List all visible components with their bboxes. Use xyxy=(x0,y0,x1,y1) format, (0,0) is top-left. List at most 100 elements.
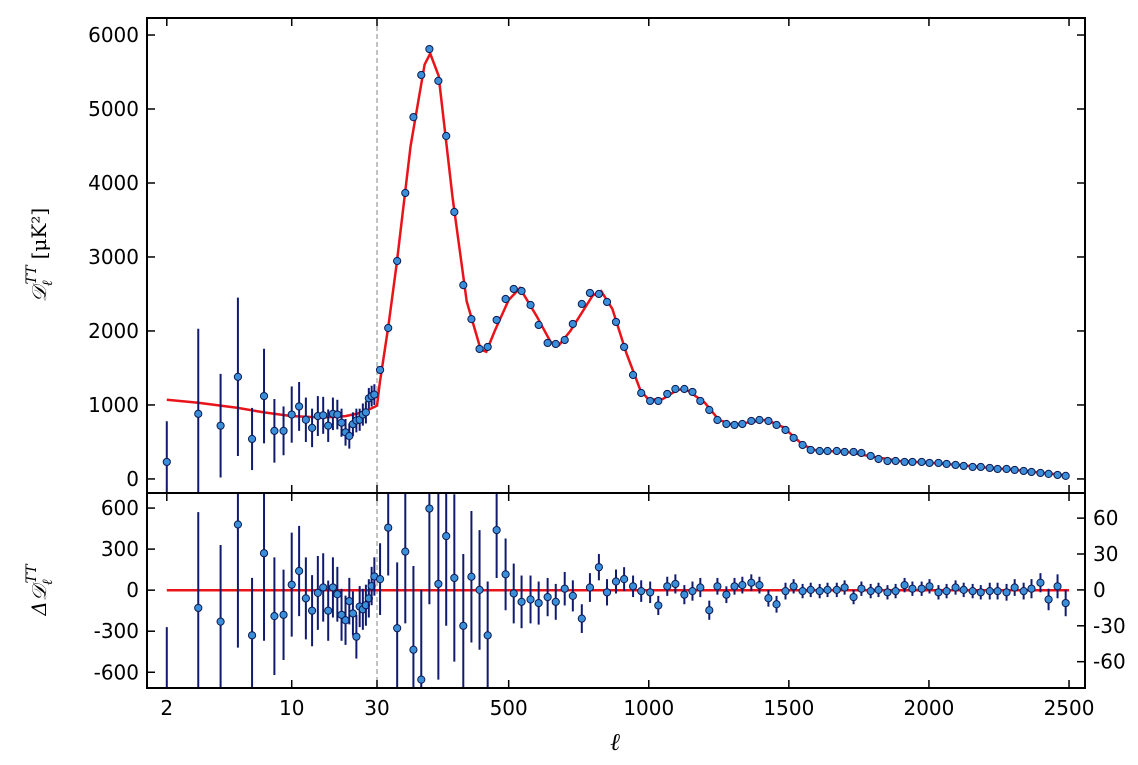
data-point xyxy=(900,581,909,590)
data-point xyxy=(517,597,526,606)
data-point xyxy=(602,297,612,307)
data-point xyxy=(313,588,322,597)
data-point xyxy=(730,420,739,430)
data-point xyxy=(560,335,569,345)
x-tick-label: 1000 xyxy=(623,696,674,720)
data-point xyxy=(259,549,269,558)
data-point xyxy=(688,387,697,397)
x-tick-label: 2000 xyxy=(903,696,954,720)
y-tick-label: 0 xyxy=(126,467,139,491)
data-point xyxy=(551,339,560,349)
data-point xyxy=(417,675,426,684)
y-tick-label: -600 xyxy=(94,660,139,684)
data-point xyxy=(333,590,342,599)
data-point xyxy=(194,603,203,613)
data-point xyxy=(705,405,714,415)
data-point xyxy=(295,402,304,411)
data-point xyxy=(680,590,689,599)
y-tick-label: 4000 xyxy=(88,171,139,195)
data-point xyxy=(384,523,393,532)
data-point xyxy=(328,583,338,592)
data-point xyxy=(467,572,476,581)
y-tick-label: 6000 xyxy=(88,23,139,47)
data-point xyxy=(501,570,510,579)
data-point xyxy=(526,595,535,604)
y-tick-label: 5000 xyxy=(88,97,139,121)
x-axis-label: ℓ xyxy=(610,728,620,756)
y-tick-label: 1000 xyxy=(88,393,139,417)
data-point xyxy=(671,384,680,394)
data-point xyxy=(247,631,257,640)
data-point xyxy=(450,573,459,583)
data-point xyxy=(307,423,317,432)
data-point xyxy=(483,342,492,352)
x-tick-label: 500 xyxy=(490,696,528,720)
data-point xyxy=(951,583,960,592)
data-point xyxy=(287,580,296,589)
data-point xyxy=(501,294,510,304)
data-point xyxy=(663,582,672,591)
data-point xyxy=(908,457,917,467)
data-point xyxy=(348,609,358,618)
data-point xyxy=(637,586,646,596)
data-point xyxy=(585,583,595,592)
data-point xyxy=(434,76,443,85)
data-point xyxy=(375,365,385,375)
data-point xyxy=(301,415,310,424)
y-tick-label: 2000 xyxy=(88,319,139,343)
data-point xyxy=(375,575,385,584)
data-point xyxy=(985,586,994,596)
data-point xyxy=(866,451,875,461)
data-point xyxy=(713,415,722,425)
data-point xyxy=(722,419,731,429)
data-point xyxy=(534,598,543,608)
data-point xyxy=(1036,468,1045,478)
data-point xyxy=(279,426,288,435)
data-point xyxy=(459,621,468,630)
data-point xyxy=(925,582,934,591)
data-point xyxy=(409,645,418,654)
data-point xyxy=(908,584,917,593)
data-point xyxy=(832,446,841,456)
frame xyxy=(146,17,1086,494)
data-point xyxy=(985,463,994,473)
data-point xyxy=(934,458,943,468)
data-point xyxy=(216,617,225,626)
y-tick-label: -300 xyxy=(94,619,139,643)
data-point xyxy=(1044,595,1053,604)
data-point xyxy=(509,284,518,294)
data-point xyxy=(637,388,646,398)
data-point xyxy=(874,585,883,595)
y-tick-label: 3000 xyxy=(88,245,139,269)
data-point xyxy=(968,586,977,596)
res-sub: ℓ xyxy=(40,579,56,585)
data-point xyxy=(772,600,781,609)
y-symbol: 𝒟 xyxy=(27,282,51,302)
data-point xyxy=(959,461,968,471)
data-point xyxy=(806,585,815,595)
data-point xyxy=(319,583,328,592)
data-point xyxy=(162,457,171,467)
res-sup: TT xyxy=(24,563,40,584)
data-point xyxy=(417,70,426,80)
x-tick-label: 2500 xyxy=(1044,696,1095,720)
data-point xyxy=(1002,464,1011,474)
data-point xyxy=(1061,471,1070,481)
data-point xyxy=(594,289,603,299)
data-point xyxy=(696,583,705,592)
data-point xyxy=(798,440,807,450)
data-point xyxy=(345,597,354,606)
data-point xyxy=(976,588,985,597)
data-point xyxy=(585,288,595,298)
data-point xyxy=(917,457,926,467)
data-point xyxy=(620,575,629,584)
data-point xyxy=(654,601,663,610)
data-point xyxy=(341,616,350,625)
data-point xyxy=(594,563,603,572)
data-point xyxy=(307,606,317,615)
data-point xyxy=(628,582,638,591)
data-point xyxy=(450,207,459,217)
data-point xyxy=(611,577,621,586)
data-point xyxy=(925,458,934,468)
data-point xyxy=(891,586,900,596)
